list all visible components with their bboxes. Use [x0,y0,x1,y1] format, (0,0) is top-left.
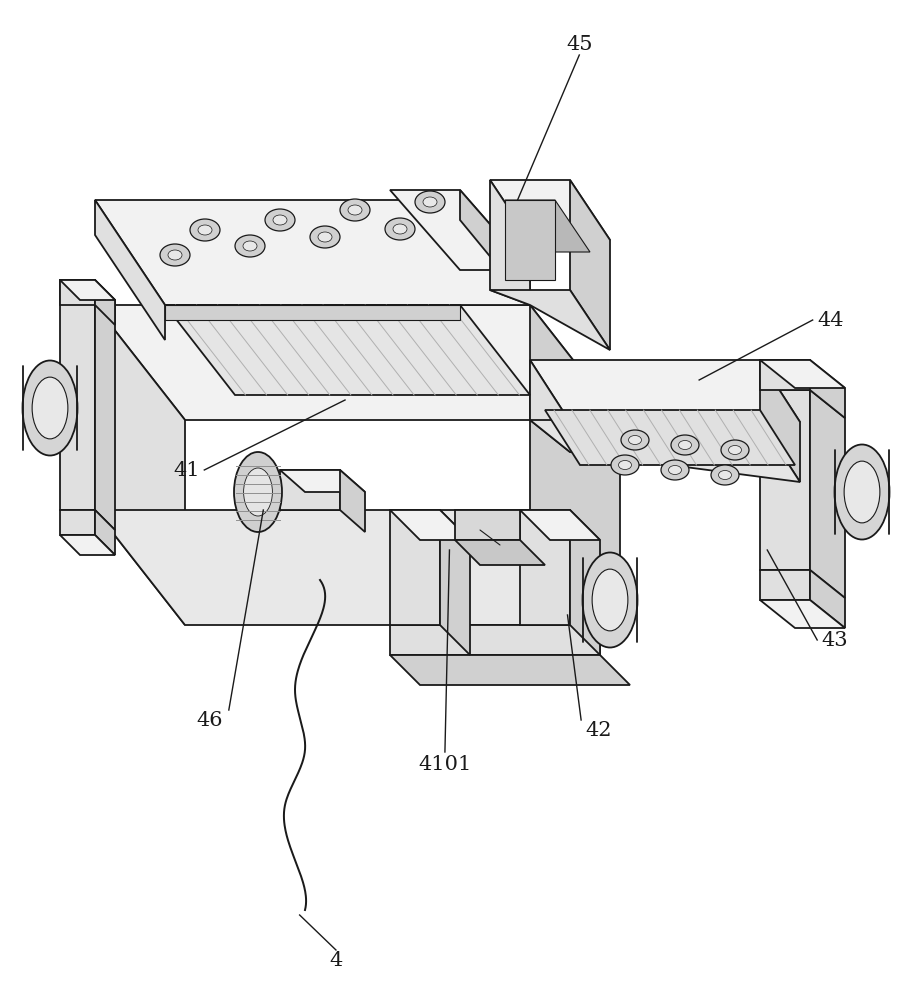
Polygon shape [280,470,365,492]
Ellipse shape [661,460,689,480]
Polygon shape [390,510,440,625]
Polygon shape [530,360,570,452]
Ellipse shape [583,552,637,648]
Polygon shape [520,510,600,540]
Polygon shape [60,280,95,510]
Text: 44: 44 [817,310,844,330]
Polygon shape [95,305,620,420]
Text: 42: 42 [586,720,612,740]
Polygon shape [760,360,810,390]
Ellipse shape [671,435,699,455]
Polygon shape [490,180,610,240]
Polygon shape [60,535,115,555]
Ellipse shape [728,446,742,454]
Polygon shape [390,625,600,655]
Text: 46: 46 [196,710,222,730]
Ellipse shape [611,455,639,475]
Polygon shape [95,510,620,625]
Polygon shape [390,510,470,540]
Ellipse shape [628,436,641,444]
Ellipse shape [273,215,287,225]
Ellipse shape [621,430,649,450]
Ellipse shape [423,197,437,207]
Text: 41: 41 [173,460,200,480]
Ellipse shape [190,219,220,241]
Polygon shape [455,540,545,565]
Polygon shape [505,200,555,280]
Ellipse shape [234,452,282,532]
Polygon shape [530,360,800,422]
Polygon shape [505,200,590,252]
Text: 43: 43 [822,631,848,650]
Polygon shape [570,510,600,655]
Ellipse shape [592,569,627,631]
Polygon shape [455,510,520,540]
Polygon shape [460,190,530,305]
Polygon shape [390,190,530,270]
Ellipse shape [198,225,212,235]
Ellipse shape [844,461,880,523]
Ellipse shape [168,250,182,260]
Polygon shape [95,280,115,530]
Polygon shape [570,180,610,350]
Ellipse shape [235,235,265,257]
Polygon shape [390,655,630,685]
Ellipse shape [32,377,68,439]
Ellipse shape [243,468,272,516]
Polygon shape [490,180,530,305]
Polygon shape [165,305,460,320]
Text: 4101: 4101 [419,756,471,774]
Text: 4: 4 [330,950,342,970]
Polygon shape [280,470,340,510]
Polygon shape [440,510,470,655]
Ellipse shape [393,224,407,234]
Ellipse shape [834,444,890,540]
Polygon shape [165,305,530,395]
Polygon shape [95,280,115,325]
Ellipse shape [23,360,77,456]
Ellipse shape [318,232,332,242]
Text: 45: 45 [566,35,593,54]
Polygon shape [95,200,165,340]
Polygon shape [810,570,845,628]
Ellipse shape [385,218,415,240]
Polygon shape [95,200,530,305]
Polygon shape [810,390,845,598]
Polygon shape [760,390,810,570]
Polygon shape [340,470,365,532]
Polygon shape [520,510,570,625]
Ellipse shape [340,199,370,221]
Polygon shape [760,360,800,482]
Ellipse shape [668,466,682,475]
Ellipse shape [265,209,295,231]
Polygon shape [530,420,800,482]
Ellipse shape [618,460,631,470]
Polygon shape [530,305,620,625]
Ellipse shape [348,205,362,215]
Ellipse shape [678,440,692,450]
Ellipse shape [721,440,749,460]
Polygon shape [545,410,795,465]
Polygon shape [490,290,610,350]
Ellipse shape [718,471,732,480]
Polygon shape [95,305,185,625]
Polygon shape [810,360,845,418]
Ellipse shape [160,244,190,266]
Polygon shape [60,280,115,300]
Ellipse shape [711,465,739,485]
Polygon shape [760,600,845,628]
Polygon shape [760,360,845,388]
Ellipse shape [243,241,257,251]
Polygon shape [95,510,115,555]
Ellipse shape [310,226,340,248]
Ellipse shape [415,191,445,213]
Polygon shape [60,510,95,535]
Polygon shape [60,280,95,305]
Polygon shape [760,570,810,600]
